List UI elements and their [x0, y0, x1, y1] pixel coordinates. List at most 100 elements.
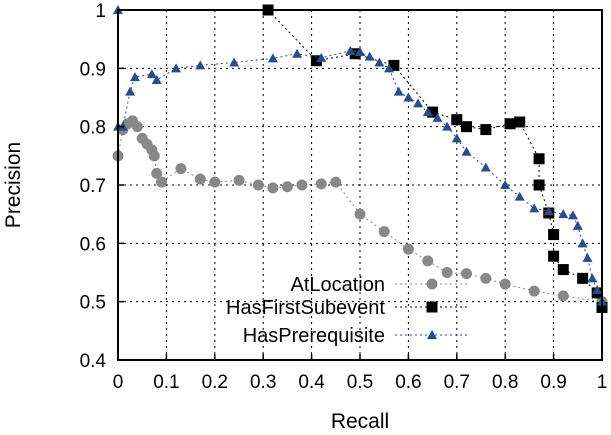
- data-point-atlocation: [499, 278, 511, 290]
- data-point-hasfirstsubevent: [533, 153, 545, 165]
- data-point-hasprerequisite: [151, 75, 162, 84]
- data-point-atlocation: [267, 182, 279, 194]
- data-point-atlocation: [441, 267, 453, 278]
- x-tick-label: 0.7: [444, 372, 470, 393]
- data-point-hasprerequisite: [171, 63, 182, 73]
- data-point-atlocation: [151, 167, 163, 179]
- data-point-hasprerequisite: [316, 52, 327, 62]
- data-point-hasfirstsubevent: [451, 114, 463, 126]
- data-point-hasfirstsubevent: [557, 264, 569, 276]
- data-point-hasprerequisite: [587, 273, 598, 283]
- data-point-hasfirstsubevent: [480, 124, 492, 136]
- x-tick-label: 0.3: [250, 372, 276, 393]
- data-point-hasprerequisite: [195, 60, 206, 70]
- data-point-hasfirstsubevent: [577, 272, 589, 284]
- data-point-hasprerequisite: [267, 53, 278, 63]
- data-point-atlocation: [209, 176, 221, 188]
- data-point-hasprerequisite: [403, 92, 414, 102]
- data-point-atlocation: [460, 268, 472, 280]
- data-point-atlocation: [315, 178, 327, 190]
- y-tick-label: 0.6: [80, 234, 106, 255]
- data-point-hasprerequisite: [393, 86, 404, 96]
- data-point-hasprerequisite: [146, 69, 157, 79]
- data-point-hasprerequisite: [451, 133, 462, 143]
- x-tick-label: 0.8: [492, 372, 518, 393]
- y-tick-label: 1: [95, 1, 106, 22]
- data-point-hasprerequisite: [374, 57, 385, 67]
- data-point-hasprerequisite: [413, 98, 424, 108]
- data-point-hasprerequisite: [500, 180, 511, 189]
- data-point-hasprerequisite: [543, 206, 554, 216]
- data-point-hasprerequisite: [292, 48, 303, 58]
- x-tick-label: 1: [597, 372, 608, 393]
- legend-entry-hasfirstsubevent: HasFirstSubevent: [226, 297, 470, 319]
- y-tick-label: 0.5: [80, 293, 106, 314]
- x-axis-label: Recall: [331, 410, 389, 433]
- data-point-hasfirstsubevent: [349, 48, 361, 60]
- data-point-atlocation: [378, 226, 390, 238]
- data-point-hasprerequisite: [422, 107, 433, 117]
- legend-marker-atlocation: [426, 278, 438, 290]
- y-tick-label: 0.9: [80, 59, 106, 80]
- data-point-hasfirstsubevent: [533, 179, 545, 191]
- data-point-atlocation: [422, 255, 434, 267]
- data-point-hasfirstsubevent: [310, 55, 322, 67]
- data-point-atlocation: [156, 176, 168, 188]
- data-point-atlocation: [233, 174, 245, 186]
- data-point-hasprerequisite: [432, 112, 443, 122]
- data-point-hasprerequisite: [442, 121, 453, 131]
- y-tick-label: 0.7: [80, 176, 106, 197]
- series-line-hasfirstsubevent: [267, 9, 603, 308]
- x-tick-label: 0.2: [202, 372, 228, 393]
- series-hasprerequisite: [113, 5, 607, 306]
- series-layer: [112, 4, 608, 313]
- y-axis-label: Precision: [2, 142, 25, 228]
- legend-label-hasfirstsubevent: HasFirstSubevent: [226, 297, 385, 319]
- data-point-hasfirstsubevent: [548, 229, 560, 241]
- data-point-atlocation: [330, 176, 342, 188]
- legend-label-hasprerequisite: HasPrerequisite: [243, 325, 385, 347]
- data-point-hasprerequisite: [125, 86, 136, 96]
- data-point-atlocation: [252, 179, 264, 191]
- data-point-hasprerequisite: [355, 47, 365, 56]
- legend-marker-hasprerequisite: [427, 330, 437, 339]
- series-hasfirstsubevent: [262, 4, 608, 313]
- data-point-hasprerequisite: [572, 220, 583, 230]
- data-point-atlocation: [480, 272, 492, 284]
- data-point-hasprerequisite: [229, 57, 240, 67]
- data-point-hasfirstsubevent: [460, 121, 472, 133]
- data-point-hasprerequisite: [480, 162, 491, 172]
- tick-labels: 0 0.1 0.2 0.3 0.4 0.5 0.6 0.7 0.8 0.9 1 0.4 0.5 0.6 0.…: [80, 1, 608, 393]
- legend-label-atlocation: AtLocation: [290, 274, 385, 296]
- data-point-hasfirstsubevent: [388, 59, 400, 71]
- data-point-hasfirstsubevent: [514, 116, 526, 128]
- data-point-hasprerequisite: [582, 252, 593, 262]
- data-point-hasprerequisite: [461, 146, 472, 156]
- legend-entry-atlocation: AtLocation: [290, 274, 470, 296]
- data-point-hasprerequisite: [345, 45, 356, 55]
- data-point-atlocation: [194, 173, 206, 185]
- legend-entry-hasprerequisite: HasPrerequisite: [243, 325, 470, 347]
- data-point-hasprerequisite: [384, 63, 395, 73]
- x-tick-label: 0: [113, 372, 124, 393]
- data-point-hasprerequisite: [514, 191, 525, 201]
- y-tick-label: 0.4: [80, 351, 107, 372]
- x-tick-label: 0.1: [153, 372, 179, 393]
- x-tick-label: 0.9: [540, 372, 566, 393]
- data-point-hasprerequisite: [577, 238, 588, 248]
- data-point-atlocation: [175, 163, 187, 175]
- data-point-hasprerequisite: [129, 72, 140, 82]
- data-point-hasprerequisite: [529, 203, 540, 213]
- data-point-atlocation: [354, 208, 366, 220]
- data-point-atlocation: [402, 243, 414, 255]
- data-point-atlocation: [131, 121, 143, 133]
- data-point-atlocation: [296, 179, 308, 191]
- data-point-hasfirstsubevent: [427, 106, 439, 118]
- data-point-atlocation: [281, 181, 293, 193]
- data-point-atlocation: [557, 290, 569, 302]
- data-point-hasprerequisite: [567, 210, 578, 220]
- x-tick-label: 0.6: [395, 372, 421, 393]
- x-tick-label: 0.4: [298, 372, 325, 393]
- data-point-hasprerequisite: [364, 51, 375, 61]
